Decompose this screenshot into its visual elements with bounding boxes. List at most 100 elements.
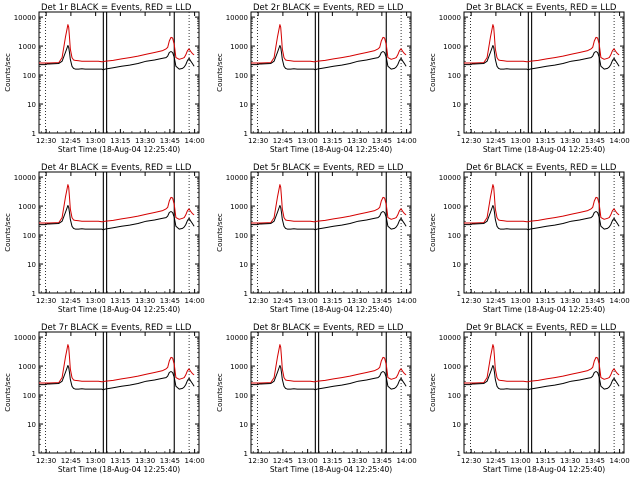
lld-series-line [251,344,407,384]
y-tick-label: 1 [457,130,461,138]
y-tick-label: 10000 [14,174,36,182]
events-series-line [464,205,620,231]
plot-frame [463,11,625,134]
x-axis-label: Start Time (18-Aug-04 12:25:40) [270,145,392,154]
x-tick-label: 13:30 [135,297,155,305]
plot-frame [250,11,412,134]
y-axis-label: Counts/sec [4,213,12,252]
y-tick-label: 1 [244,450,248,458]
x-tick-label: 13:15 [110,457,130,465]
y-tick-label: 1000 [18,43,36,51]
y-tick-label: 100 [23,392,36,400]
y-axis-label: Counts/sec [429,373,437,412]
x-axis-label: Start Time (18-Aug-04 12:25:40) [483,145,605,154]
x-tick-label: 12:30 [461,137,481,145]
x-tick-label: 13:30 [347,457,367,465]
y-axis-label: Counts/sec [216,373,224,412]
events-series-line [39,365,195,391]
y-tick-label: 1 [244,130,248,138]
x-tick-label: 13:45 [585,457,605,465]
x-tick-label: 13:30 [135,457,155,465]
x-tick-label: 12:30 [36,137,56,145]
y-axis-label: Counts/sec [429,53,437,92]
x-axis-label: Start Time (18-Aug-04 12:25:40) [58,305,180,314]
y-tick-label: 1 [457,450,461,458]
x-tick-label: 12:45 [61,297,81,305]
x-tick-label: 13:00 [86,457,106,465]
lld-series-line [39,184,195,224]
y-tick-label: 1000 [230,43,248,51]
x-tick-label: 13:00 [298,457,318,465]
y-tick-label: 1000 [18,203,36,211]
lld-series-line [39,344,195,384]
y-tick-label: 1000 [443,363,461,371]
y-tick-label: 1 [32,290,36,298]
x-tick-label: 13:15 [322,457,342,465]
x-tick-label: 14:00 [397,457,417,465]
y-tick-label: 10 [239,261,248,269]
plot-frame [463,171,625,294]
x-tick-label: 13:15 [110,137,130,145]
x-tick-label: 13:00 [511,457,531,465]
x-tick-label: 13:15 [535,297,555,305]
events-series-line [464,45,620,71]
y-tick-label: 10000 [14,334,36,342]
x-tick-label: 13:45 [372,297,392,305]
x-tick-label: 14:00 [610,297,630,305]
chart-panel-2: Det 2r BLACK = Events, RED = LLD 1 10 100 10… [216,3,417,154]
events-series-line [251,365,407,391]
y-tick-label: 10000 [226,334,248,342]
plot-frame [38,331,200,454]
y-tick-label: 100 [448,392,461,400]
x-tick-label: 13:45 [585,137,605,145]
chart-panel-3: Det 3r BLACK = Events, RED = LLD 1 10 100 10… [429,3,630,154]
y-tick-label: 10 [239,421,248,429]
plot-frame [38,171,200,294]
y-axis-label: Counts/sec [4,53,12,92]
x-tick-label: 14:00 [397,137,417,145]
y-tick-label: 1 [32,130,36,138]
x-tick-label: 12:30 [248,457,268,465]
x-tick-label: 14:00 [610,457,630,465]
y-tick-label: 10 [27,101,36,109]
y-tick-label: 1 [457,290,461,298]
x-tick-label: 12:45 [486,297,506,305]
lld-series-line [251,184,407,224]
x-tick-label: 13:15 [322,137,342,145]
chart-title: Det 6r BLACK = Events, RED = LLD [466,163,617,173]
x-tick-label: 12:45 [61,137,81,145]
y-tick-label: 10000 [439,174,461,182]
chart-title: Det 9r BLACK = Events, RED = LLD [466,323,617,333]
events-series-line [251,205,407,231]
y-tick-label: 10 [452,101,461,109]
y-tick-label: 10 [27,421,36,429]
x-tick-label: 13:45 [372,457,392,465]
lld-series-line [39,24,195,64]
plot-frame [250,331,412,454]
chart-title: Det 5r BLACK = Events, RED = LLD [253,163,404,173]
chart-title: Det 8r BLACK = Events, RED = LLD [253,323,404,333]
y-axis-label: Counts/sec [216,213,224,252]
events-series-line [464,365,620,391]
x-tick-label: 13:15 [322,297,342,305]
x-tick-label: 12:45 [273,297,293,305]
y-tick-label: 1000 [230,203,248,211]
plot-frame [463,331,625,454]
x-tick-label: 13:30 [560,457,580,465]
y-axis-label: Counts/sec [216,53,224,92]
x-tick-label: 12:30 [248,297,268,305]
chart-panel-5: Det 5r BLACK = Events, RED = LLD 1 10 100 10… [216,163,417,314]
y-tick-label: 10000 [226,174,248,182]
y-tick-label: 100 [23,72,36,80]
chart-panel-9: Det 9r BLACK = Events, RED = LLD 1 10 100 10… [429,323,630,474]
y-tick-label: 1000 [18,363,36,371]
events-series-line [39,205,195,231]
x-tick-label: 13:30 [560,137,580,145]
x-tick-label: 12:30 [248,137,268,145]
y-axis-label: Counts/sec [4,373,12,412]
x-tick-label: 13:00 [511,297,531,305]
y-tick-label: 1 [32,450,36,458]
y-tick-label: 1 [244,290,248,298]
x-tick-label: 12:30 [36,457,56,465]
events-series-line [39,45,195,71]
